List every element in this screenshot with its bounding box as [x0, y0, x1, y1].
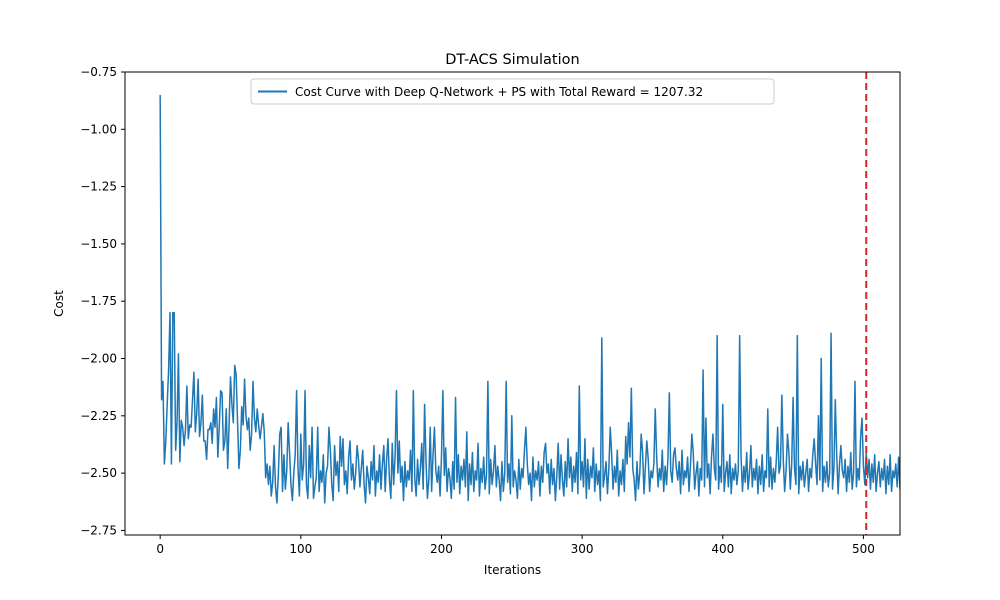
series-layer — [159, 94, 900, 504]
legend: Cost Curve with Deep Q-Network + PS with… — [250, 78, 775, 105]
y-tick-label: −0.75 — [80, 65, 117, 79]
y-tick-label: −1.75 — [80, 294, 117, 308]
x-tick-label: 100 — [289, 542, 312, 556]
x-axis: 0 100 200 300 400 500 — [156, 535, 875, 556]
chart-title: DT-ACS Simulation — [445, 52, 579, 68]
x-tick-label: 0 — [156, 542, 164, 556]
y-tick-label: −2.25 — [80, 409, 117, 423]
y-tick-label: −2.00 — [80, 352, 117, 366]
y-axis-title: Cost — [52, 290, 66, 317]
x-axis-title: Iterations — [484, 563, 541, 577]
x-tick-label: 200 — [430, 542, 453, 556]
x-tick-label: 400 — [711, 542, 734, 556]
y-tick-label: −1.00 — [80, 122, 117, 136]
y-tick-label: −2.75 — [80, 523, 117, 537]
y-tick-label: −1.25 — [80, 180, 117, 194]
axes-frame — [124, 71, 901, 536]
y-axis: −2.75 −2.50 −2.25 −2.00 −1.75 −1.50 −1.25 −1.00… — [80, 65, 125, 537]
legend-label: Cost Curve with Deep Q-Network + PS with… — [295, 85, 703, 99]
y-tick-label: −2.50 — [80, 466, 117, 480]
series-line-cost-curve — [159, 94, 900, 504]
x-tick-label: 500 — [852, 542, 875, 556]
x-tick-label: 300 — [571, 542, 594, 556]
legend-box — [250, 78, 775, 105]
plot-area — [124, 71, 901, 536]
y-tick-label: −1.50 — [80, 237, 117, 251]
